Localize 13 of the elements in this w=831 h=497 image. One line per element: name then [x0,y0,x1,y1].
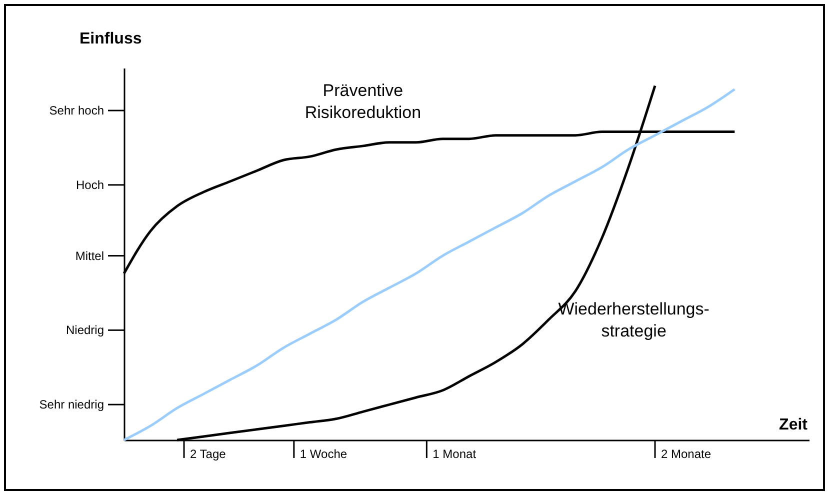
text: Mittel [75,248,104,263]
x-axis-title: Zeit [779,416,808,434]
text: Niedrig [66,323,104,338]
y-axis-title: Einfluss [80,30,142,48]
text: 1 Monat [432,447,477,461]
text: Hoch [76,178,104,192]
series-label: Präventive Risikoreduktion [304,80,422,122]
text: Sehr niedrig [39,398,104,412]
text: 1 Woche [300,447,348,461]
text: 2 Tage [190,447,226,461]
text: Sehr hoch [49,104,104,118]
series-label: Wiederherstellungs-strategie [558,300,710,341]
text: 2 Monate [661,447,712,461]
